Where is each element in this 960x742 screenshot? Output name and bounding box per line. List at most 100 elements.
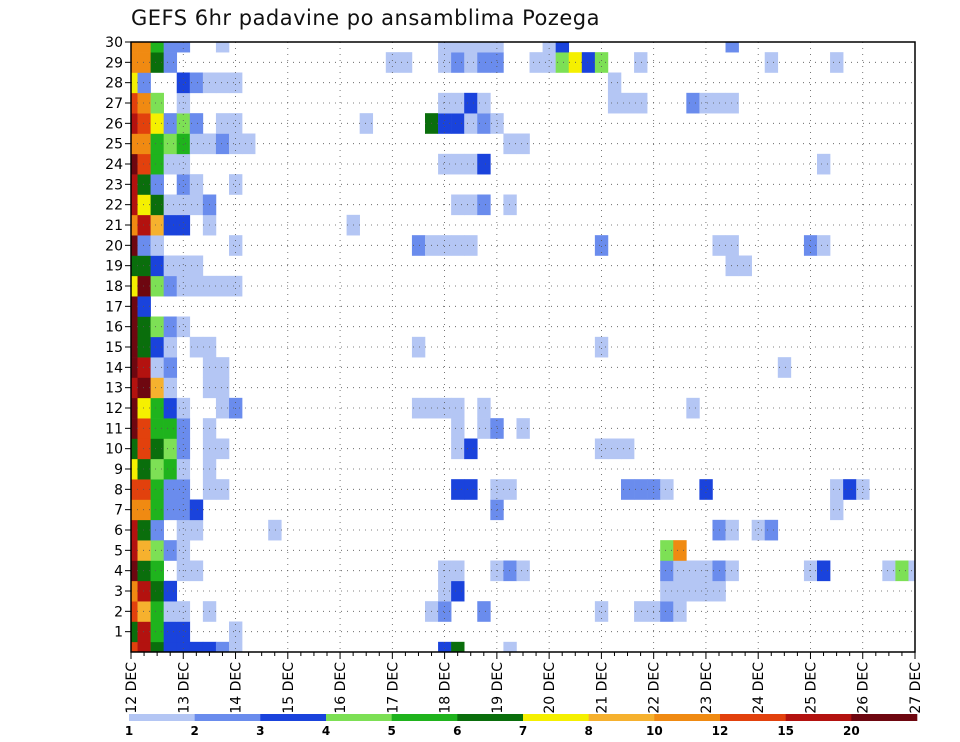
y-axis: 1234567891011121314151617181920212223242… bbox=[105, 35, 131, 641]
y-tick-label: 25 bbox=[105, 137, 123, 153]
heatmap-cell bbox=[215, 438, 230, 460]
heatmap-cell bbox=[189, 519, 204, 541]
x-tick-label: 26 DEC bbox=[856, 662, 872, 714]
heatmap-cell bbox=[555, 52, 570, 73]
heatmap-cell bbox=[176, 519, 191, 541]
colorbar-swatch bbox=[588, 714, 655, 721]
colorbar-label: 1 bbox=[125, 724, 133, 738]
heatmap-cell bbox=[176, 42, 191, 53]
x-tick-label: 27 DEC bbox=[908, 662, 924, 714]
heatmap-cell bbox=[131, 194, 138, 216]
heatmap-cell bbox=[176, 540, 191, 561]
heatmap-cell bbox=[477, 92, 491, 114]
heatmap-cell bbox=[686, 92, 700, 114]
heatmap-cell bbox=[137, 519, 151, 541]
heatmap-cell bbox=[202, 641, 217, 652]
y-tick-label: 7 bbox=[114, 503, 123, 519]
heatmap-cell bbox=[673, 601, 687, 622]
heatmap-cell bbox=[131, 418, 138, 439]
y-tick-label: 21 bbox=[105, 218, 123, 234]
heatmap-cell bbox=[817, 560, 831, 582]
heatmap-cell bbox=[163, 479, 178, 500]
heatmap-cell bbox=[594, 438, 609, 460]
heatmap-cell bbox=[503, 641, 517, 652]
y-tick-label: 8 bbox=[114, 482, 123, 498]
heatmap-cell bbox=[176, 418, 191, 439]
colorbar-label: 20 bbox=[843, 724, 860, 738]
heatmap-cell bbox=[451, 479, 465, 500]
heatmap-cell bbox=[163, 580, 178, 602]
heatmap-cell bbox=[830, 52, 844, 73]
heatmap-cell bbox=[131, 174, 138, 195]
colorbar-label: 2 bbox=[190, 724, 198, 738]
heatmap-cell bbox=[464, 235, 478, 256]
heatmap-cell bbox=[411, 336, 426, 358]
heatmap-cells bbox=[131, 42, 915, 652]
colorbar-swatch bbox=[260, 714, 327, 721]
heatmap-cell bbox=[634, 601, 648, 622]
heatmap-cell bbox=[464, 438, 478, 460]
heatmap-cell bbox=[163, 275, 178, 297]
heatmap-cell bbox=[137, 42, 151, 53]
heatmap-cell bbox=[137, 72, 151, 94]
y-tick-label: 23 bbox=[105, 177, 123, 193]
y-tick-label: 2 bbox=[114, 604, 123, 620]
heatmap-cell bbox=[621, 438, 635, 460]
heatmap-cell bbox=[163, 641, 178, 652]
heatmap-cell bbox=[176, 458, 191, 480]
heatmap-cell bbox=[150, 499, 164, 521]
heatmap-cell bbox=[176, 601, 191, 622]
heatmap-cell bbox=[163, 113, 178, 134]
y-tick-label: 6 bbox=[114, 523, 123, 539]
heatmap-cell bbox=[150, 174, 164, 195]
x-tick-label: 13 DEC bbox=[176, 662, 192, 714]
y-tick-label: 12 bbox=[105, 401, 123, 417]
heatmap-cell bbox=[131, 42, 138, 53]
heatmap-cell bbox=[137, 601, 151, 622]
heatmap-cell bbox=[176, 214, 191, 236]
heatmap-cell bbox=[150, 357, 164, 378]
heatmap-cell bbox=[137, 621, 151, 643]
heatmap-cell bbox=[150, 235, 164, 256]
heatmap-cell bbox=[215, 479, 230, 500]
colorbar-label: 10 bbox=[646, 724, 663, 738]
heatmap-cell bbox=[150, 418, 164, 439]
heatmap-cell bbox=[189, 113, 204, 134]
y-tick-label: 26 bbox=[105, 116, 123, 132]
heatmap-cell bbox=[215, 397, 230, 419]
heatmap-cell bbox=[137, 113, 151, 134]
heatmap-cell bbox=[137, 153, 151, 175]
heatmap-cell bbox=[464, 92, 478, 114]
heatmap-cell bbox=[163, 336, 178, 358]
colorbar: 1 2 3 4 5 6 7 8 10 12 15 20 bbox=[125, 714, 918, 738]
x-tick-label: 12 DEC bbox=[124, 662, 140, 714]
heatmap-cell bbox=[215, 641, 230, 652]
heatmap-cell bbox=[131, 336, 138, 358]
heatmap-cell bbox=[189, 641, 204, 652]
x-tick-label: 14 DEC bbox=[229, 662, 245, 714]
heatmap-cell bbox=[150, 133, 164, 155]
colorbar-label: 15 bbox=[777, 724, 794, 738]
heatmap-cell bbox=[150, 316, 164, 338]
heatmap-cell bbox=[451, 194, 465, 216]
heatmap-cell bbox=[477, 601, 491, 622]
heatmap-cell bbox=[215, 133, 230, 155]
heatmap-cell bbox=[150, 540, 164, 561]
heatmap-cell bbox=[163, 153, 178, 175]
heatmap-cell bbox=[163, 316, 178, 338]
heatmap-cell bbox=[137, 174, 151, 195]
heatmap-cell bbox=[660, 540, 674, 561]
heatmap-cell bbox=[451, 235, 465, 256]
y-tick-label: 16 bbox=[105, 320, 123, 336]
heatmap-cell bbox=[137, 316, 151, 338]
x-tick-label: 15 DEC bbox=[281, 662, 297, 714]
heatmap-cell bbox=[150, 42, 164, 53]
heatmap-cell bbox=[131, 133, 138, 155]
y-tick-label: 15 bbox=[105, 340, 123, 356]
x-tick-label: 20 DEC bbox=[542, 662, 558, 714]
heatmap-cell bbox=[451, 52, 465, 73]
heatmap-cell bbox=[817, 153, 831, 175]
heatmap-cell bbox=[131, 153, 138, 175]
heatmap-cell bbox=[137, 357, 151, 378]
heatmap-cell bbox=[131, 601, 138, 622]
